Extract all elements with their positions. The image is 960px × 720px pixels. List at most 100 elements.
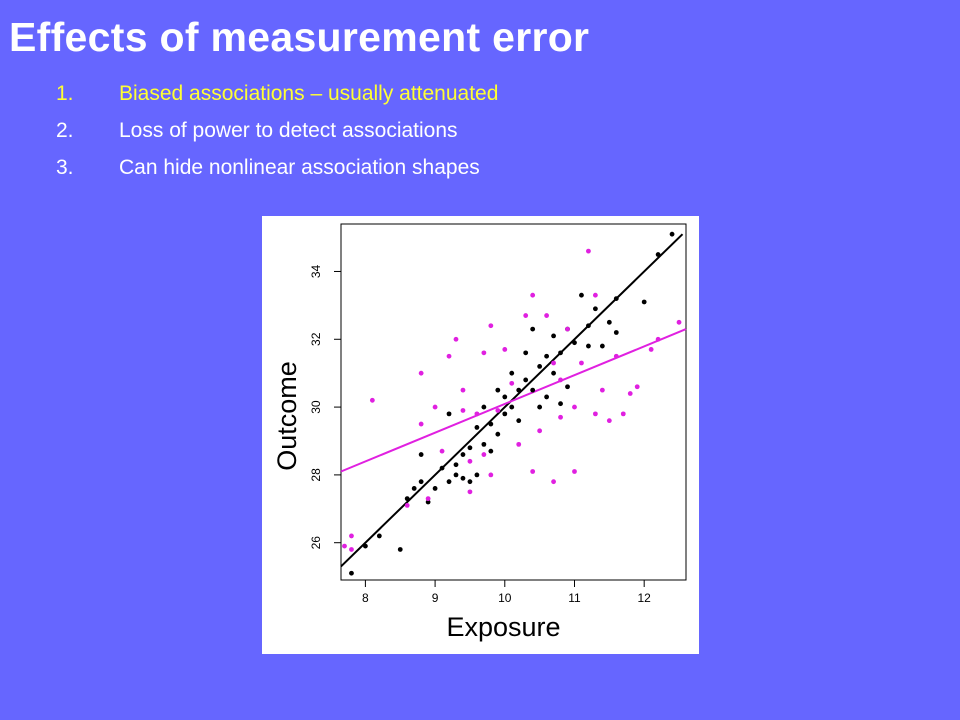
data-point	[509, 370, 515, 376]
data-point	[592, 306, 598, 312]
data-point	[418, 452, 424, 457]
data-point	[537, 364, 543, 369]
data-point	[488, 448, 494, 454]
data-point	[474, 472, 480, 478]
x-tick-label: 9	[432, 591, 439, 605]
data-point	[453, 462, 459, 468]
data-point	[544, 394, 550, 400]
data-point	[613, 296, 619, 301]
data-point	[669, 231, 675, 237]
x-axis-title: Exposure	[446, 612, 560, 642]
bullet-number: 3.	[56, 156, 74, 179]
data-point	[586, 248, 591, 254]
data-point	[446, 411, 452, 417]
x-tick-label: 10	[498, 591, 512, 605]
x-tick-label: 8	[362, 591, 369, 605]
data-point	[446, 479, 452, 485]
data-point	[502, 411, 508, 417]
bullet-text: Can hide nonlinear association shapes	[119, 156, 480, 179]
data-point	[495, 408, 501, 413]
x-tick-label: 12	[638, 591, 652, 605]
bullet-number: 2.	[56, 119, 74, 142]
data-point	[579, 292, 584, 298]
y-tick-label: 34	[309, 264, 323, 278]
data-point	[460, 452, 466, 457]
data-point	[530, 387, 536, 393]
data-point	[620, 411, 626, 417]
data-point	[411, 486, 417, 491]
data-point	[648, 347, 654, 352]
data-point	[460, 387, 466, 393]
data-point	[349, 547, 354, 552]
fit-line	[340, 328, 687, 473]
data-point	[467, 458, 473, 464]
y-tick-label: 32	[309, 332, 323, 346]
data-point	[342, 543, 347, 549]
data-point	[495, 431, 501, 437]
data-point	[481, 441, 487, 447]
bullet-text: Biased associations – usually attenuated	[119, 82, 499, 105]
data-point	[606, 319, 612, 325]
data-point	[376, 533, 382, 539]
data-point	[474, 411, 480, 417]
data-point	[551, 360, 556, 366]
data-point	[558, 377, 563, 383]
data-point	[655, 336, 661, 342]
data-point	[523, 377, 529, 383]
data-point	[544, 353, 550, 359]
fit-lines	[340, 233, 687, 568]
data-point	[474, 425, 480, 430]
data-point	[460, 408, 466, 413]
x-tick-label: 11	[568, 591, 581, 605]
data-point	[627, 391, 633, 396]
data-point	[565, 326, 570, 332]
data-point	[592, 411, 598, 417]
data-point	[397, 547, 403, 552]
data-point	[453, 472, 459, 478]
data-point	[460, 475, 466, 481]
data-point	[349, 570, 354, 576]
y-tick-label: 26	[309, 536, 323, 550]
data-point	[613, 330, 619, 335]
data-point	[404, 496, 410, 502]
axis-ticks: 8 9 10 11 12 26 28 30 32 34	[309, 264, 651, 605]
data-point	[516, 387, 522, 393]
data-point	[586, 343, 591, 349]
data-point	[516, 418, 522, 424]
data-point	[418, 370, 424, 376]
data-point	[439, 465, 445, 471]
data-point	[453, 336, 459, 342]
data-point	[572, 340, 577, 346]
data-point	[467, 479, 473, 485]
data-point	[551, 333, 556, 339]
y-axis-title: Outcome	[272, 361, 302, 471]
y-tick-label: 30	[309, 400, 323, 414]
data-point	[362, 543, 368, 549]
scatter-chart: 8 9 10 11 12 26 28 30 32 34 Exposure Outcome	[262, 216, 699, 654]
data-point	[634, 384, 640, 390]
data-point	[592, 292, 598, 298]
bullet-text: Loss of power to detect associations	[119, 119, 458, 142]
data-point	[551, 479, 556, 485]
data-point	[565, 384, 570, 390]
data-point	[544, 313, 550, 318]
data-point	[481, 350, 487, 356]
plot-frame	[340, 223, 687, 581]
data-point	[467, 445, 473, 451]
data-point	[509, 380, 515, 386]
data-point	[551, 370, 556, 376]
data-point	[676, 319, 682, 325]
data-point	[509, 404, 515, 410]
data-point	[530, 292, 536, 298]
data-point	[439, 448, 445, 454]
data-point	[488, 421, 494, 427]
bullet-number: 1.	[56, 82, 74, 105]
data-point	[613, 353, 619, 359]
data-point	[502, 394, 508, 400]
data-point	[446, 353, 452, 359]
data-point	[418, 479, 424, 485]
data-point	[432, 404, 438, 410]
data-point	[572, 469, 577, 474]
slide-title: Effects of measurement error	[9, 14, 590, 60]
data-point	[579, 360, 584, 366]
